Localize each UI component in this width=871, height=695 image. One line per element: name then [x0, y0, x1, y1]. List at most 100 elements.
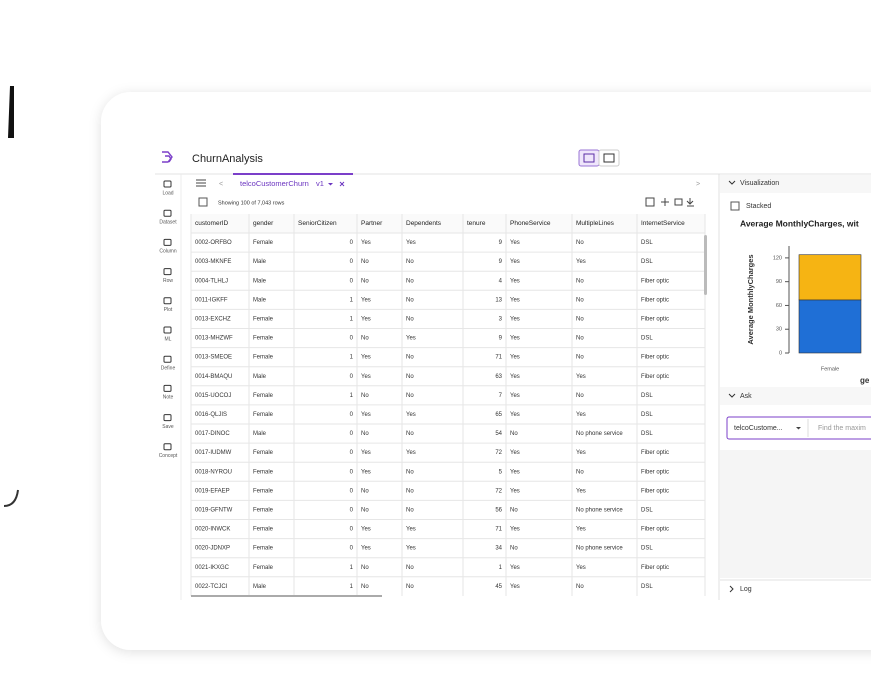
- table-cell: 0: [350, 278, 354, 284]
- table-cell: 0013-EXCHZ: [195, 317, 231, 323]
- column-header[interactable]: Partner: [361, 220, 383, 227]
- table-cell: Yes: [576, 450, 586, 456]
- table-cell: No: [576, 240, 584, 246]
- table-cell: DSL: [641, 336, 653, 342]
- table-cell: 0017-DINOC: [195, 431, 230, 437]
- table-cell: Female: [253, 508, 274, 514]
- tab-version[interactable]: v1: [316, 179, 324, 188]
- column-header[interactable]: PhoneService: [510, 220, 551, 227]
- table-cell: Yes: [406, 240, 416, 246]
- sidebar-icon[interactable]: [163, 355, 172, 363]
- column-header[interactable]: MultipleLines: [576, 220, 615, 227]
- table-cell: Yes: [510, 317, 520, 323]
- stacked-checkbox[interactable]: [730, 201, 740, 211]
- column-header[interactable]: gender: [253, 220, 274, 227]
- table-cell: Yes: [361, 297, 371, 303]
- sidebar-label[interactable]: Row: [163, 278, 173, 284]
- panel-header: [720, 175, 871, 193]
- collapse-icon[interactable]: [728, 393, 736, 398]
- collapse-icon[interactable]: [728, 180, 736, 185]
- table-cell: DSL: [641, 431, 653, 437]
- column-header[interactable]: SeniorCitizen: [298, 220, 337, 227]
- table-cell: Yes: [361, 355, 371, 361]
- visualization-header[interactable]: Visualization: [740, 180, 779, 187]
- sidebar-label[interactable]: Save: [162, 424, 174, 430]
- table-cell: Yes: [510, 527, 520, 533]
- table-cell: Yes: [510, 240, 520, 246]
- y-tick-label: 0: [779, 350, 782, 356]
- sidebar-label[interactable]: Plot: [164, 307, 173, 313]
- table-cell: 0020-INWCK: [195, 527, 230, 533]
- tab-name[interactable]: telcoCustomerChurn: [240, 179, 309, 188]
- table-cell: 1: [350, 393, 354, 399]
- table-cell: DSL: [641, 546, 653, 552]
- sidebar-icon[interactable]: [163, 326, 172, 334]
- sidebar-label[interactable]: Concept: [159, 453, 178, 459]
- table-cell: 0: [350, 546, 354, 552]
- column-header[interactable]: InternetService: [641, 220, 685, 227]
- toolbar-icons[interactable]: [645, 197, 694, 207]
- table-cell: Yes: [510, 584, 520, 590]
- table-cell: Yes: [510, 565, 520, 571]
- tab-prev[interactable]: <: [219, 181, 223, 188]
- table-cell: 0021-IKXGC: [195, 565, 230, 571]
- sidebar-label[interactable]: Define: [161, 366, 176, 372]
- table-cell: 0: [350, 488, 354, 494]
- expand-icon[interactable]: [729, 585, 734, 593]
- table-cell: No: [406, 584, 414, 590]
- table-cell: 0: [350, 336, 354, 342]
- menu-button[interactable]: [196, 179, 206, 187]
- table-cell: 0: [350, 527, 354, 533]
- tab-dropdown[interactable]: [328, 183, 333, 186]
- dropdown-icon[interactable]: [796, 427, 801, 430]
- table-cell: 0011-IGKFF: [195, 297, 228, 303]
- table-cell: 4: [499, 278, 503, 284]
- table-cell: Fiber optic: [641, 297, 669, 303]
- table-cell: Fiber optic: [641, 565, 669, 571]
- table-cell: No: [406, 297, 414, 303]
- table-cell: No: [406, 374, 414, 380]
- select-all-checkbox[interactable]: [198, 197, 208, 207]
- table-cell: 56: [495, 508, 502, 514]
- sidebar-icon[interactable]: [163, 180, 172, 188]
- table-cell: Yes: [361, 240, 371, 246]
- table-cell: No: [361, 393, 369, 399]
- notebook-view-button[interactable]: [598, 149, 620, 167]
- sidebar-label[interactable]: Dataset: [159, 220, 177, 226]
- sidebar-icon[interactable]: [163, 384, 172, 392]
- sidebar-icon[interactable]: [163, 443, 172, 451]
- ask-input[interactable]: Find the maxim: [818, 425, 866, 432]
- table-cell: No: [361, 488, 369, 494]
- table-cell: Female: [253, 565, 274, 571]
- table-cell: 7: [499, 393, 503, 399]
- sidebar-icon[interactable]: [163, 414, 172, 422]
- table-cell: 1: [350, 355, 354, 361]
- sidebar-label[interactable]: Load: [162, 190, 173, 196]
- table-cell: Yes: [576, 259, 586, 265]
- sidebar-label[interactable]: ML: [165, 336, 172, 342]
- grid-view-button[interactable]: [578, 149, 600, 167]
- dataset-select[interactable]: telcoCustome...: [734, 425, 783, 432]
- table-cell: 9: [499, 259, 503, 265]
- table-cell: Yes: [361, 317, 371, 323]
- sidebar-icon[interactable]: [163, 268, 172, 276]
- scrollbar[interactable]: [704, 235, 707, 295]
- table-cell: Yes: [406, 527, 416, 533]
- table-cell: No: [406, 488, 414, 494]
- sidebar-label[interactable]: Column: [159, 249, 176, 255]
- ask-header[interactable]: Ask: [740, 393, 752, 400]
- table-cell: No: [576, 336, 584, 342]
- table-cell: Female: [253, 527, 274, 533]
- tab-next[interactable]: >: [696, 181, 700, 188]
- sidebar-icon[interactable]: [163, 297, 172, 305]
- sidebar-icon[interactable]: [163, 209, 172, 217]
- column-header[interactable]: customerID: [195, 220, 229, 227]
- column-header[interactable]: tenure: [467, 220, 486, 227]
- table-cell: 9: [499, 240, 503, 246]
- sidebar-label[interactable]: Note: [163, 395, 174, 401]
- log-header[interactable]: Log: [740, 586, 752, 593]
- column-header[interactable]: Dependents: [406, 220, 442, 227]
- tab-close[interactable]: [339, 181, 345, 187]
- sidebar-icon[interactable]: [163, 238, 172, 246]
